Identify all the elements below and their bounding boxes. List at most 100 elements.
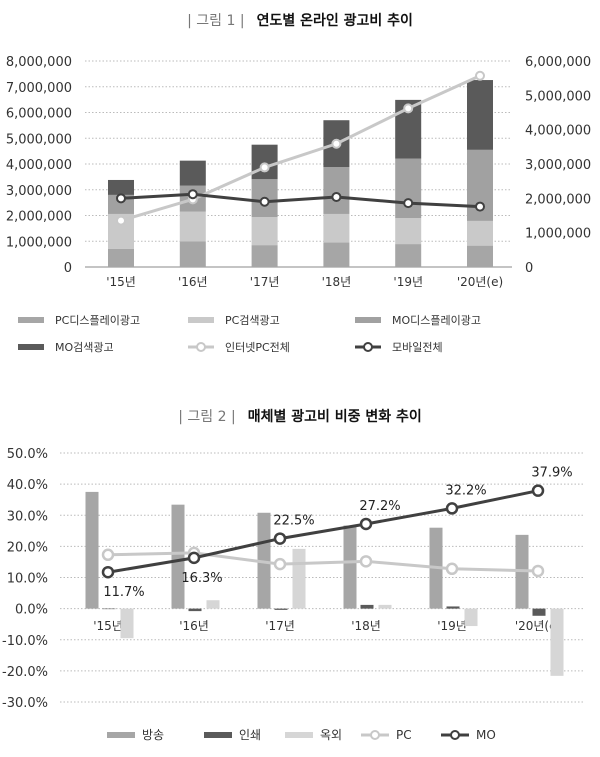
x-tick-label: '15년 <box>93 619 123 633</box>
bar-PC검색광고 <box>323 213 350 243</box>
legend-label: MO디스플레이광고 <box>392 314 481 327</box>
point-모바일전체 <box>116 193 126 204</box>
y2-tick-label: 1,000,000 <box>525 227 591 242</box>
y-tick-label: 3,000,000 <box>6 184 72 199</box>
bar-옥외 <box>550 608 564 676</box>
point-인터넷PC전체 <box>331 138 342 149</box>
bar-PC디스플레이광고 <box>108 248 134 267</box>
bar-MO검색광고 <box>108 179 134 195</box>
point-모바일전체 <box>403 198 414 209</box>
chart2-figure-label: | 그림 2 | <box>178 409 236 425</box>
chart2-title: | 그림 2 | 매체별 광고비 비중 변화 추이 <box>0 406 600 426</box>
legend-label: PC검색광고 <box>225 314 280 327</box>
bar-인쇄 <box>446 606 460 609</box>
bar-옥외 <box>206 600 220 609</box>
y-tick-label: 7,000,000 <box>6 81 72 96</box>
bar-PC디스플레이광고 <box>323 242 350 267</box>
legend-label: MO검색광고 <box>55 341 114 354</box>
x-tick-label: '20년(e) <box>515 619 561 633</box>
y-tick-label: 1,000,000 <box>6 235 72 250</box>
line-MO <box>107 489 539 574</box>
legend-label: MO <box>476 728 496 742</box>
y-tick-label: 4,000,000 <box>6 158 72 173</box>
bar-PC검색광고 <box>395 218 422 245</box>
bar-옥외 <box>378 604 392 609</box>
legend-swatch <box>107 732 135 738</box>
bar-MO검색광고 <box>467 80 493 150</box>
bar-PC디스플레이광고 <box>179 241 206 267</box>
y-tick-label: 2,000,000 <box>6 210 72 225</box>
bar-PC디스플레이광고 <box>251 245 278 267</box>
chart1-title: | 그림 1 | 연도별 온라인 광고비 추이 <box>0 10 600 30</box>
y2-tick-label: 2,000,000 <box>525 192 591 207</box>
legend-label: 옥외 <box>320 728 342 742</box>
bar-PC디스플레이광고 <box>395 244 422 267</box>
y2-tick-label: 6,000,000 <box>525 55 591 70</box>
y-tick-label: 0.0% <box>15 603 48 618</box>
point-인터넷PC전체 <box>475 70 485 81</box>
chart1-title-text: 연도별 온라인 광고비 추이 <box>256 13 413 29</box>
y-tick-label: 6,000,000 <box>6 107 72 122</box>
bar-인쇄 <box>532 608 546 616</box>
bar-MO디스플레이광고 <box>395 158 422 219</box>
point-MO <box>359 517 373 531</box>
data-label: 27.2% <box>359 499 400 514</box>
point-인터넷PC전체 <box>259 162 270 173</box>
x-tick-label: '18년 <box>351 619 381 633</box>
data-label: 37.9% <box>531 466 572 481</box>
point-모바일전체 <box>331 191 342 202</box>
chart2-title-text: 매체별 광고비 비중 변화 추이 <box>247 409 422 425</box>
legend-label: PC <box>396 728 412 742</box>
legend-swatch <box>355 317 381 323</box>
line-인터넷PC전체 <box>120 74 481 223</box>
point-PC <box>445 562 459 576</box>
y-tick-label: -10.0% <box>2 634 48 649</box>
point-모바일전체 <box>259 196 270 207</box>
data-label: 22.5% <box>273 514 314 529</box>
legend-swatch <box>204 732 232 738</box>
bar-인쇄 <box>274 608 288 610</box>
legend-label: 방송 <box>142 728 164 742</box>
point-PC <box>531 564 545 578</box>
point-모바일전체 <box>475 201 485 212</box>
bar-인쇄 <box>102 608 116 610</box>
y-tick-label: 50.0% <box>7 447 48 462</box>
bar-옥외 <box>292 548 306 609</box>
y-tick-label: 30.0% <box>7 509 48 524</box>
legend-marker <box>370 730 380 740</box>
bar-PC검색광고 <box>179 211 206 242</box>
legend-label: 인쇄 <box>239 728 261 742</box>
point-PC <box>273 557 287 571</box>
bar-MO디스플레이광고 <box>108 194 134 214</box>
x-tick-label: '16년 <box>178 275 208 289</box>
y2-tick-label: 3,000,000 <box>525 158 591 173</box>
bar-인쇄 <box>188 608 202 612</box>
data-label: 32.2% <box>445 483 486 498</box>
line-모바일전체 <box>120 192 481 209</box>
legend-swatch <box>188 317 214 323</box>
x-tick-label: '16년 <box>179 619 209 633</box>
bar-MO디스플레이광고 <box>323 167 350 214</box>
chart1-figure-label: | 그림 1 | <box>187 13 245 29</box>
y-tick-label: 8,000,000 <box>6 55 72 70</box>
line-PC <box>107 551 539 573</box>
y-tick-label: -20.0% <box>2 665 48 680</box>
y-tick-label: 40.0% <box>7 478 48 493</box>
y2-tick-label: 4,000,000 <box>525 124 591 139</box>
x-tick-label: '19년 <box>437 619 467 633</box>
y2-tick-label: 0 <box>525 261 533 276</box>
bar-방송 <box>171 504 185 609</box>
bar-PC검색광고 <box>467 220 493 246</box>
bar-PC검색광고 <box>251 217 278 246</box>
x-tick-label: '19년 <box>393 275 423 289</box>
legend-swatch <box>18 317 44 323</box>
legend-swatch <box>285 732 313 738</box>
bar-옥외 <box>120 608 134 639</box>
data-label: 11.7% <box>103 585 144 600</box>
data-label: 16.3% <box>181 571 222 586</box>
point-인터넷PC전체 <box>116 215 126 226</box>
point-PC <box>101 548 115 562</box>
legend-marker <box>363 342 373 352</box>
y-tick-label: 20.0% <box>7 540 48 555</box>
